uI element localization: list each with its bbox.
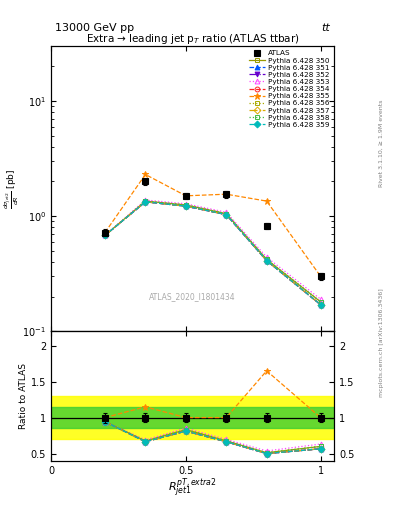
Line: Pythia 6.428 352: Pythia 6.428 352 — [103, 199, 323, 307]
Text: tt: tt — [321, 23, 330, 33]
Line: Pythia 6.428 351: Pythia 6.428 351 — [103, 199, 323, 307]
Line: Pythia 6.428 353: Pythia 6.428 353 — [103, 198, 323, 302]
Pythia 6.428 351 — [318, 302, 323, 308]
Pythia 6.428 352 — [103, 232, 107, 239]
Pythia 6.428 353 — [318, 296, 323, 302]
Pythia 6.428 353 — [264, 254, 269, 260]
Pythia 6.428 354 — [184, 203, 188, 209]
Pythia 6.428 358 — [318, 298, 323, 305]
Pythia 6.428 354 — [224, 211, 229, 218]
Pythia 6.428 350 — [224, 210, 229, 217]
Title: Extra → leading jet p$_T$ ratio (ATLAS ttbar): Extra → leading jet p$_T$ ratio (ATLAS t… — [86, 32, 299, 46]
Pythia 6.428 356 — [143, 198, 148, 204]
Pythia 6.428 353 — [184, 201, 188, 207]
Y-axis label: $\frac{d\sigma_{jet2}}{dR}$ [pb]: $\frac{d\sigma_{jet2}}{dR}$ [pb] — [2, 168, 21, 209]
Pythia 6.428 355 — [103, 229, 107, 236]
Pythia 6.428 355 — [318, 273, 323, 280]
Pythia 6.428 358 — [264, 257, 269, 263]
Pythia 6.428 351 — [103, 232, 107, 239]
Pythia 6.428 354 — [264, 258, 269, 264]
Line: Pythia 6.428 356: Pythia 6.428 356 — [103, 199, 323, 304]
Pythia 6.428 355 — [264, 198, 269, 204]
Pythia 6.428 359 — [318, 302, 323, 308]
Pythia 6.428 357 — [184, 203, 188, 209]
Pythia 6.428 352 — [224, 211, 229, 218]
Pythia 6.428 353 — [224, 209, 229, 216]
Text: ATLAS_2020_I1801434: ATLAS_2020_I1801434 — [149, 292, 236, 302]
Pythia 6.428 354 — [318, 302, 323, 308]
Pythia 6.428 357 — [224, 211, 229, 218]
Pythia 6.428 356 — [264, 257, 269, 263]
Line: Pythia 6.428 358: Pythia 6.428 358 — [103, 199, 323, 304]
Line: Pythia 6.428 357: Pythia 6.428 357 — [103, 199, 323, 307]
Line: Pythia 6.428 350: Pythia 6.428 350 — [103, 199, 323, 304]
Y-axis label: Ratio to ATLAS: Ratio to ATLAS — [19, 363, 28, 429]
Pythia 6.428 351 — [184, 203, 188, 209]
Pythia 6.428 352 — [264, 258, 269, 264]
Pythia 6.428 359 — [264, 258, 269, 264]
Pythia 6.428 359 — [103, 232, 107, 239]
Pythia 6.428 358 — [224, 210, 229, 217]
Pythia 6.428 354 — [103, 232, 107, 239]
Pythia 6.428 356 — [103, 232, 107, 239]
Pythia 6.428 350 — [103, 232, 107, 239]
Pythia 6.428 356 — [318, 298, 323, 305]
Pythia 6.428 350 — [264, 257, 269, 263]
Line: Pythia 6.428 355: Pythia 6.428 355 — [101, 171, 324, 280]
Pythia 6.428 355 — [224, 191, 229, 197]
Text: mcplots.cern.ch [arXiv:1306.3436]: mcplots.cern.ch [arXiv:1306.3436] — [379, 289, 384, 397]
Pythia 6.428 351 — [264, 258, 269, 264]
Pythia 6.428 352 — [143, 199, 148, 205]
Pythia 6.428 356 — [184, 202, 188, 208]
Pythia 6.428 350 — [184, 202, 188, 208]
Pythia 6.428 357 — [318, 302, 323, 308]
Line: Pythia 6.428 359: Pythia 6.428 359 — [103, 199, 323, 307]
Text: 13000 GeV pp: 13000 GeV pp — [55, 23, 134, 33]
Pythia 6.428 353 — [143, 197, 148, 203]
Pythia 6.428 353 — [103, 232, 107, 239]
Pythia 6.428 352 — [318, 302, 323, 308]
Pythia 6.428 357 — [103, 232, 107, 239]
Pythia 6.428 355 — [184, 193, 188, 199]
Pythia 6.428 356 — [224, 210, 229, 217]
Legend: ATLAS, Pythia 6.428 350, Pythia 6.428 351, Pythia 6.428 352, Pythia 6.428 353, P: ATLAS, Pythia 6.428 350, Pythia 6.428 35… — [246, 48, 332, 131]
Pythia 6.428 358 — [143, 198, 148, 204]
Pythia 6.428 354 — [143, 199, 148, 205]
Pythia 6.428 358 — [103, 232, 107, 239]
Pythia 6.428 350 — [318, 298, 323, 305]
Pythia 6.428 357 — [143, 199, 148, 205]
Pythia 6.428 358 — [184, 202, 188, 208]
Pythia 6.428 355 — [143, 172, 148, 178]
Line: Pythia 6.428 354: Pythia 6.428 354 — [103, 199, 323, 307]
X-axis label: $R_{jet1}^{pT,extra2}$: $R_{jet1}^{pT,extra2}$ — [168, 477, 217, 500]
Pythia 6.428 357 — [264, 258, 269, 264]
Text: Rivet 3.1.10, ≥ 1.9M events: Rivet 3.1.10, ≥ 1.9M events — [379, 100, 384, 187]
Pythia 6.428 359 — [184, 203, 188, 209]
Bar — [51, 407, 334, 429]
Pythia 6.428 351 — [143, 199, 148, 205]
Bar — [51, 396, 334, 439]
Pythia 6.428 351 — [224, 211, 229, 218]
Pythia 6.428 352 — [184, 203, 188, 209]
Pythia 6.428 350 — [143, 198, 148, 204]
Pythia 6.428 359 — [224, 211, 229, 218]
Pythia 6.428 359 — [143, 199, 148, 205]
